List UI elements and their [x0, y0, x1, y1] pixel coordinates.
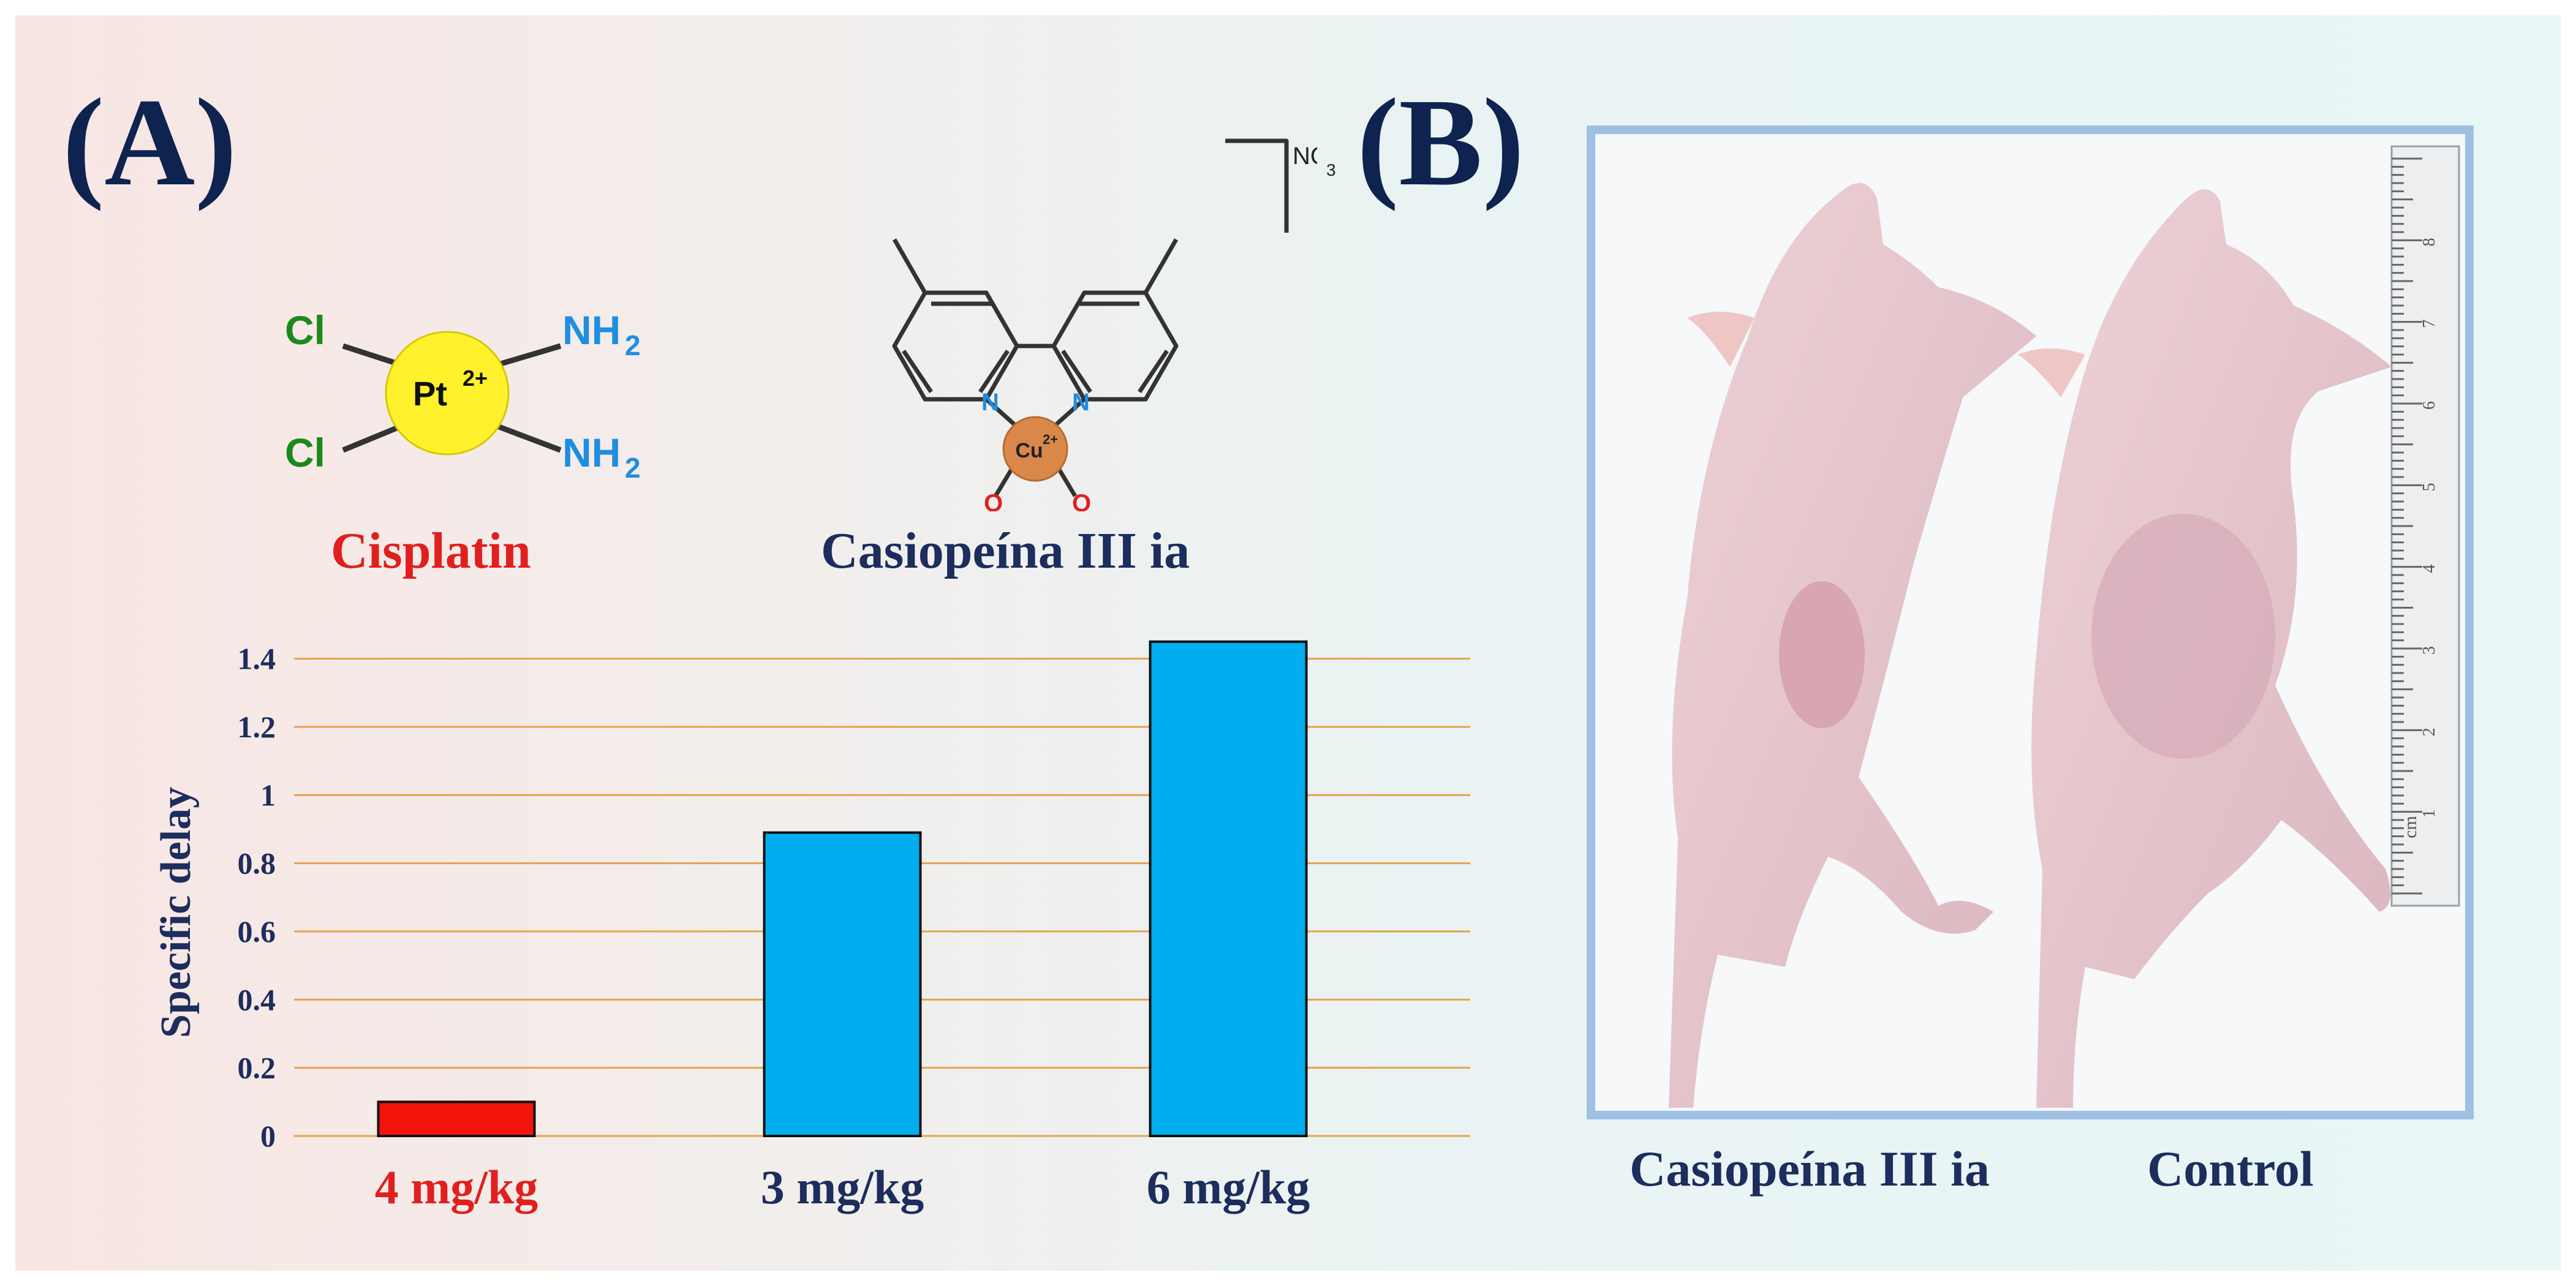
x-tick-label: 6 mg/kg	[1147, 1160, 1310, 1214]
cu-charge: 2+	[1043, 432, 1058, 447]
nitrate-subscript: 3	[1326, 160, 1336, 179]
cisplatin-name: Cisplatin	[331, 522, 531, 579]
caption-control: Control	[2147, 1141, 2314, 1197]
ruler-unit: cm	[2400, 816, 2420, 838]
x-tick-label: 4 mg/kg	[375, 1160, 538, 1214]
nh2-top-sub: 2	[625, 329, 641, 361]
y-tick-label: 0	[260, 1119, 276, 1153]
n-left: N	[981, 389, 999, 416]
bar-2	[763, 831, 922, 1137]
ruler-tick-label: 4	[2420, 565, 2439, 573]
ruler-icon: 1 2 3 4 5 6 7 8 cm	[2390, 145, 2460, 907]
y-axis-label: Specific delay	[153, 787, 200, 1038]
bar-1	[377, 1100, 536, 1137]
treated-mouse	[1669, 182, 2036, 1108]
y-tick-label: 0.2	[238, 1051, 276, 1085]
bar-chart: 0 0.2 0.4 0.6 0.8 1 1.2 1.4 4 mg/kg 3 mg/kg 6 mg/…	[153, 640, 1470, 1214]
y-tick-label: 0.8	[238, 846, 276, 881]
y-tick-label: 0.4	[238, 982, 276, 1017]
ruler-tick-label: 8	[2420, 238, 2439, 246]
platinum-atom-icon	[385, 331, 510, 456]
pt-symbol: Pt	[413, 374, 447, 413]
cl-bottom: Cl	[285, 430, 325, 475]
panel-a-label: (A)	[62, 73, 237, 212]
ruler-tick-label: 2	[2420, 728, 2439, 736]
y-tick-label: 1.2	[238, 710, 276, 744]
mice-photograph: 1 2 3 4 5 6 7 8 cm	[1587, 126, 2474, 1119]
panel-b-label: (B)	[1357, 73, 1525, 212]
nh2-top: NH	[562, 307, 621, 353]
ruler-tick-label: 7	[2420, 320, 2439, 328]
x-tick-label: 3 mg/kg	[761, 1160, 924, 1214]
nh2-bottom-sub: 2	[625, 452, 641, 484]
mice-image: 1 2 3 4 5 6 7 8 cm	[1595, 134, 2465, 1111]
o-right: O	[1072, 490, 1091, 511]
n-right: N	[1072, 389, 1090, 416]
ruler-tick-label: 6	[2420, 401, 2439, 410]
svg-text:3: 3	[1326, 160, 1336, 179]
casiopeina-structure: Cu 2+ N N O O NO	[892, 138, 1317, 511]
nitrate-label: NO	[1293, 143, 1317, 170]
ruler-tick-label: 1	[2420, 810, 2439, 818]
copper-atom-icon	[1002, 416, 1068, 482]
nh2-bottom: NH	[562, 430, 621, 475]
y-tick-label: 1.4	[238, 642, 276, 676]
y-tick-label: 0.6	[238, 914, 276, 949]
cu-symbol: Cu	[1015, 439, 1043, 462]
y-tick-label: 1	[260, 778, 276, 812]
cl-top: Cl	[285, 307, 325, 353]
o-left: O	[984, 490, 1003, 511]
caption-treated: Casiopeína III ia	[1630, 1141, 1990, 1197]
bar-3	[1149, 640, 1308, 1138]
pt-charge: 2+	[463, 366, 488, 391]
casiopeina-name: Casiopeína III ia	[821, 522, 1190, 579]
cisplatin-structure: Pt 2+ Cl Cl NH 2 NH 2	[285, 307, 641, 484]
ruler-tick-label: 5	[2420, 483, 2439, 491]
ruler-tick-label: 3	[2420, 646, 2439, 655]
control-mouse	[2018, 189, 2392, 1108]
